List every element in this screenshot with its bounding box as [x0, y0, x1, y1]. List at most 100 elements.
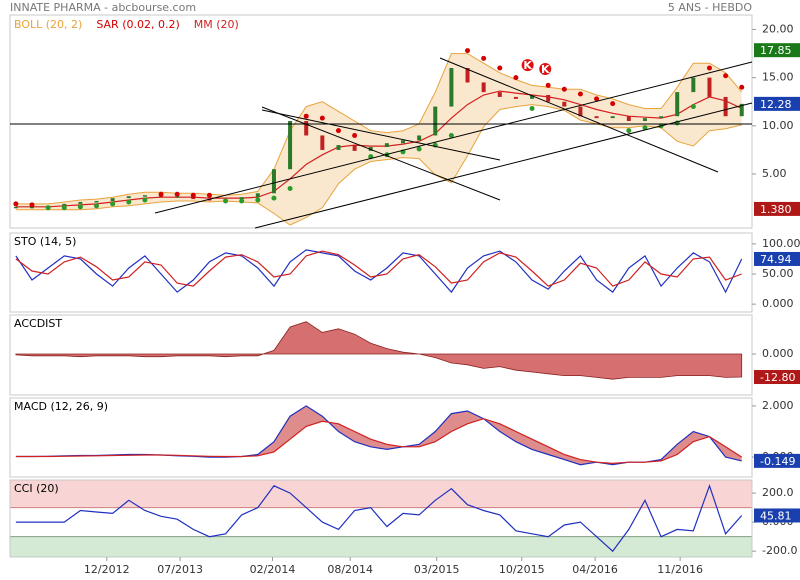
value-badge-label: -0.149	[760, 455, 795, 468]
value-badge-label: 12.28	[760, 98, 792, 111]
trend-line	[261, 106, 501, 201]
candle	[610, 116, 615, 119]
value-badge-label: 1.380	[760, 203, 792, 216]
sar-dot	[239, 198, 245, 204]
trend-line	[154, 61, 753, 214]
candle	[691, 77, 696, 93]
candle	[288, 121, 293, 170]
panel-title: CCI (20)	[14, 482, 59, 495]
sar-dot	[706, 65, 712, 71]
value-badge	[754, 96, 800, 111]
candle	[255, 193, 260, 198]
value-badge	[754, 201, 800, 216]
sar-dot	[303, 113, 309, 119]
y-tick-label: 100.00	[762, 237, 800, 250]
candle	[513, 96, 518, 99]
bollinger-band	[15, 53, 742, 226]
candle	[594, 116, 599, 119]
panel	[15, 249, 743, 294]
x-tick-label: 07/2013	[157, 563, 203, 576]
sar-dot	[126, 199, 132, 205]
candle	[271, 169, 276, 194]
candle	[110, 198, 115, 202]
sar-dot	[223, 198, 229, 204]
candle	[13, 206, 18, 209]
indicator-line	[15, 249, 743, 294]
panel-frame	[9, 314, 753, 396]
value-badge	[754, 251, 800, 266]
sar-dot	[513, 75, 519, 81]
candle	[142, 195, 147, 197]
trend-line	[261, 109, 501, 161]
sar-dot	[190, 192, 196, 198]
y-tick-label: 2.000	[762, 399, 794, 412]
sar-dot	[739, 84, 745, 90]
y-tick-label: 20.00	[762, 22, 794, 35]
sar-dot	[610, 101, 616, 107]
x-tick-label: 02/2014	[250, 563, 296, 576]
y-tick-label: 50.00	[762, 267, 794, 280]
sar-dot	[723, 73, 729, 79]
sar-dot	[416, 146, 422, 152]
candle	[29, 206, 34, 209]
sar-dot	[529, 105, 535, 111]
panels: 20.00 15.00 10.00 5.00 BOLL (20, 2) SAR (0.02…	[9, 14, 800, 576]
sar-dot	[690, 104, 696, 110]
candle	[578, 106, 583, 117]
candle	[400, 140, 405, 144]
candle	[642, 118, 647, 122]
candle	[239, 197, 244, 200]
panel	[15, 321, 743, 380]
sar-dot	[61, 205, 67, 211]
sar-dot	[94, 203, 100, 209]
candle	[707, 77, 712, 97]
zone-lower	[10, 536, 752, 557]
candle	[78, 201, 83, 204]
y-tick-label: 10.00	[762, 119, 794, 132]
x-tick-label: 04/2016	[572, 563, 618, 576]
annotation: K	[541, 63, 550, 76]
sar-dot	[642, 125, 648, 131]
candle	[562, 101, 567, 107]
panel-title: STO (14, 5)	[14, 235, 76, 248]
candle	[530, 94, 535, 99]
trend-lines	[10, 57, 753, 229]
panel	[10, 480, 752, 557]
candle	[207, 199, 212, 201]
value-badge-label: -12.80	[760, 371, 795, 384]
sar-dot	[481, 55, 487, 61]
sar-dot	[158, 191, 164, 197]
legend-entry: SAR (0.02, 0.2)	[96, 18, 179, 31]
panel-frame	[9, 14, 753, 229]
sar-dot	[577, 91, 583, 97]
sar-dot	[13, 201, 19, 207]
sar-dot	[319, 115, 325, 121]
panel-title: ACCDIST	[14, 317, 62, 330]
sar-dot	[287, 185, 293, 191]
sar-dot	[271, 195, 277, 201]
header-left: INNATE PHARMA - abcbourse.com	[10, 1, 196, 14]
candle	[723, 96, 728, 117]
annotation: K	[523, 59, 532, 72]
candle	[62, 203, 67, 206]
legend-entry: MM (20)	[194, 18, 239, 31]
panel	[13, 48, 745, 226]
sar-dot	[561, 86, 567, 92]
moving-average	[15, 90, 742, 208]
x-tick-label: 12/2012	[84, 563, 130, 576]
sar-dot	[465, 48, 471, 54]
value-badge	[754, 43, 800, 58]
value-badge-label: 17.85	[760, 44, 792, 57]
area	[15, 321, 743, 380]
indicator-line	[15, 250, 742, 287]
bollinger-line	[15, 104, 742, 226]
value-badge	[754, 508, 800, 523]
x-tick-label: 10/2015	[499, 563, 545, 576]
annotation-badge	[539, 62, 552, 75]
header-right: 5 ANS - HEBDO	[668, 1, 752, 14]
value-badge-label: 74.94	[760, 253, 792, 266]
y-tick-label: 15.00	[762, 71, 794, 84]
candle	[739, 103, 744, 117]
annotation-badge	[521, 59, 534, 72]
